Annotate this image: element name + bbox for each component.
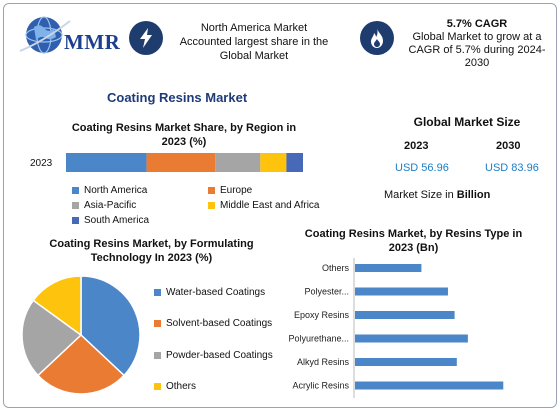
market-size-note-prefix: Market Size in: [384, 189, 457, 201]
legend-swatch: [72, 187, 79, 194]
page-title: Coating Resins Market: [107, 90, 248, 105]
resin-bar-polyurethane: [355, 334, 468, 343]
pie-legend-item-water-based-coatings: Water-based Coatings: [154, 287, 265, 298]
legend-label: Middle East and Africa: [220, 200, 320, 211]
legend-label: Solvent-based Coatings: [166, 318, 273, 329]
mmr-logo: [14, 11, 112, 59]
region-legend-item-north-america: North America: [72, 185, 147, 196]
legend-swatch: [208, 202, 215, 209]
region-legend-item-south-america: South America: [72, 215, 149, 226]
legend-swatch: [154, 289, 161, 296]
market-value-2023: USD 56.96: [395, 162, 449, 174]
legend-label: North America: [84, 185, 148, 196]
region-bar-south-america: [286, 153, 303, 172]
resin-label-polyester: Polyester...: [304, 287, 349, 297]
region-bar-middle-east-and-africa: [260, 153, 287, 172]
legend-label: Others: [166, 381, 197, 392]
logo-text: MMR: [64, 30, 121, 54]
legend-label: South America: [84, 215, 150, 226]
resin-chart-title: Coating Resins Market, by Resins Type in…: [304, 228, 523, 254]
resin-bar-acrylic-resins: [355, 381, 504, 390]
pie-slice-powder-based-coatings: [21, 299, 83, 377]
pie-legend-item-powder-based-coatings: Powder-based Coatings: [154, 350, 273, 361]
stat-cagr-title: 5.7% CAGR: [446, 18, 508, 30]
legend-label: Europe: [220, 185, 253, 196]
resin-label-alkyd-resins: Alkyd Resins: [297, 357, 350, 367]
region-bar-europe: [146, 153, 216, 172]
pie-legend-item-solvent-based-coatings: Solvent-based Coatings: [154, 318, 272, 329]
legend-swatch: [154, 383, 161, 390]
legend-swatch: [208, 187, 215, 194]
resin-bar-others: [355, 264, 422, 272]
region-chart-title: Coating Resins Market Share, by Region i…: [71, 122, 297, 148]
globe-icon: [19, 16, 71, 54]
resin-label-acrylic-resins: Acrylic Resins: [292, 381, 349, 391]
pie-slice-water-based-coatings: [80, 275, 141, 377]
stat-cagr-text: Global Market to grow at a CAGR of 5.7% …: [408, 31, 546, 69]
resin-label-others: Others: [322, 263, 350, 273]
resin-label-epoxy-resins: Epoxy Resins: [294, 310, 350, 320]
region-bar-asia-pacific: [215, 153, 261, 172]
infographic-frame: MMR North America Market Accounted large…: [3, 3, 557, 408]
legend-label: Asia-Pacific: [84, 200, 137, 211]
legend-swatch: [154, 352, 161, 359]
lightning-icon: [129, 21, 163, 55]
market-value-2030: USD 83.96: [485, 162, 539, 174]
market-size-title: Global Market Size: [413, 115, 521, 129]
flame-icon: [360, 21, 394, 55]
resin-label-polyurethane: Polyurethane...: [288, 334, 349, 344]
region-legend-item-asia-pacific: Asia-Pacific: [72, 200, 136, 211]
resin-type-bar-chart: Others Polyester... Epoxy Resins Polyuretha…: [288, 258, 504, 398]
resin-bar-polyester: [355, 287, 448, 296]
market-year-2023: 2023: [404, 140, 429, 152]
legend-swatch: [154, 320, 161, 327]
region-share-chart: 2023: [30, 153, 303, 172]
market-size-unit: Billion: [456, 189, 491, 201]
region-legend-item-europe: Europe: [208, 185, 252, 196]
market-size-note: Market Size in Billion: [384, 189, 490, 201]
stat-north-america-text: North America Market Accounted largest s…: [179, 22, 329, 62]
resin-bar-alkyd-resins: [355, 358, 457, 366]
market-year-2030: 2030: [496, 140, 521, 152]
region-year-label: 2023: [30, 158, 53, 169]
pie-chart-title: Coating Resins Market, by Formulating Te…: [49, 238, 254, 264]
pie-slice-solvent-based-coatings: [36, 333, 126, 395]
region-legend-item-middle-east-and-africa: Middle East and Africa: [208, 200, 320, 211]
legend-label: Water-based Coatings: [166, 287, 266, 298]
formulating-technology-pie: [21, 275, 141, 395]
legend-label: Powder-based Coatings: [166, 350, 273, 361]
legend-swatch: [72, 217, 79, 224]
pie-slice-others: [32, 275, 82, 337]
legend-swatch: [72, 202, 79, 209]
pie-legend-item-others: Others: [154, 381, 196, 392]
region-bar-north-america: [66, 153, 147, 172]
resin-bar-epoxy-resins: [355, 311, 455, 319]
